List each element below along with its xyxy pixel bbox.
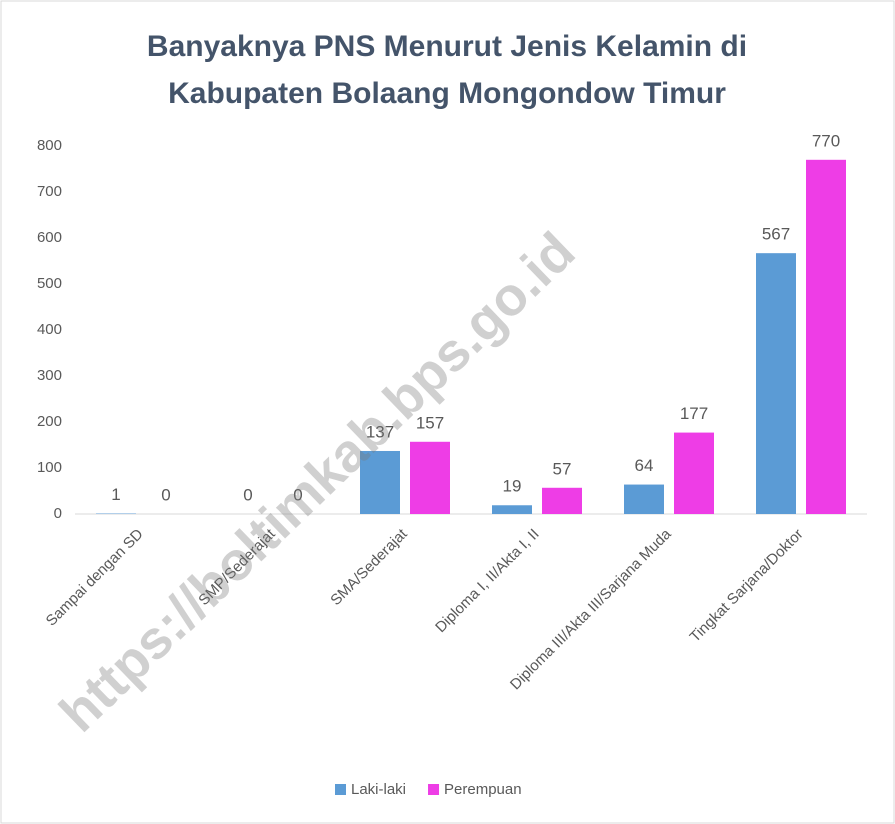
y-tick-label: 600 — [37, 229, 62, 246]
value-label: 57 — [553, 459, 572, 478]
y-tick-label: 0 — [54, 505, 62, 522]
value-label: 64 — [635, 456, 654, 475]
value-label: 0 — [161, 485, 170, 504]
bar — [674, 432, 714, 514]
y-tick-label: 200 — [37, 413, 62, 430]
chart-title: Banyaknya PNS Menurut Jenis Kelamin di — [147, 30, 747, 63]
value-label: 567 — [762, 225, 790, 244]
y-tick-label: 400 — [37, 321, 62, 338]
value-label: 137 — [366, 422, 394, 441]
bar — [360, 450, 400, 514]
y-tick-label: 300 — [37, 367, 62, 384]
value-label: 0 — [243, 485, 252, 504]
bar — [756, 253, 796, 514]
y-tick-label: 500 — [37, 275, 62, 292]
value-label: 19 — [503, 477, 522, 496]
y-tick-label: 800 — [37, 137, 62, 154]
legend-swatch — [335, 784, 346, 795]
value-label: 0 — [293, 485, 302, 504]
legend-label: Perempuan — [444, 781, 522, 798]
bar — [492, 505, 532, 514]
bar — [410, 441, 450, 514]
value-label: 157 — [416, 413, 444, 432]
y-tick-label: 100 — [37, 459, 62, 476]
legend-label: Laki-laki — [351, 781, 406, 798]
value-label: 770 — [812, 131, 840, 150]
value-label: 1 — [111, 485, 120, 504]
bar — [806, 159, 846, 515]
bar — [624, 484, 664, 514]
value-label: 177 — [680, 404, 708, 423]
bar — [542, 487, 582, 514]
chart-title: Kabupaten Bolaang Mongondow Timur — [168, 77, 726, 110]
legend-swatch — [428, 784, 440, 795]
y-tick-label: 700 — [37, 183, 62, 200]
